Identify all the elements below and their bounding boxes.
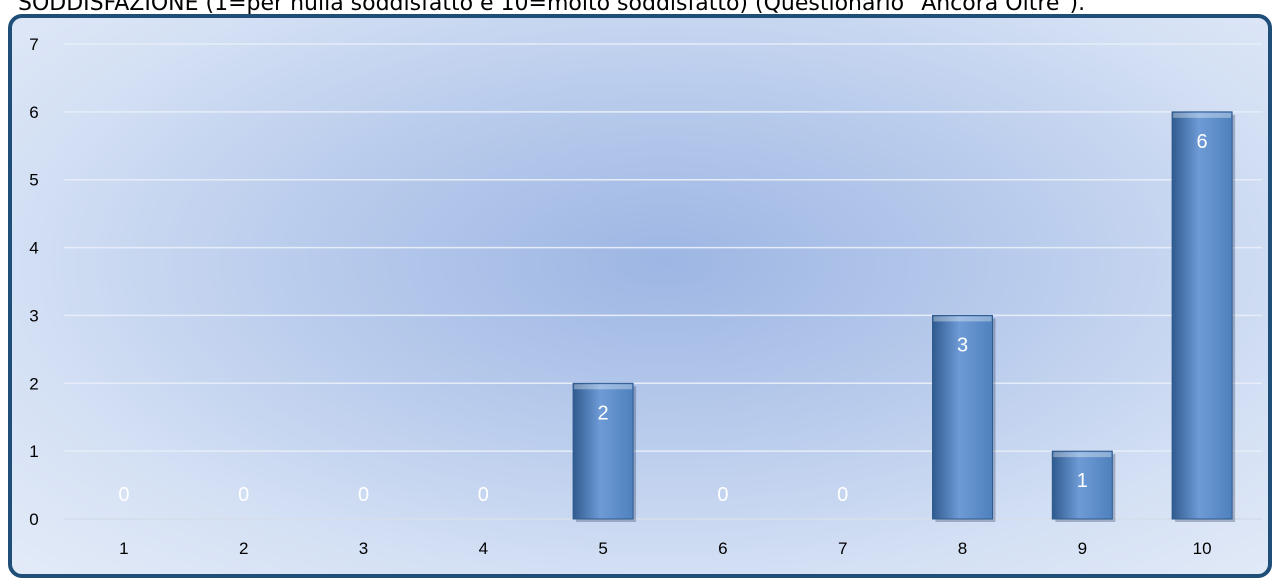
y-tick-label: 1: [29, 442, 38, 461]
data-label: 3: [957, 334, 968, 356]
y-tick-label: 0: [29, 510, 38, 529]
bar-body: [932, 314, 993, 520]
gridlines: [64, 43, 1262, 520]
bars: [572, 111, 1236, 522]
bar-body: [572, 382, 634, 520]
x-tick-label: 6: [718, 539, 727, 558]
data-label: 0: [358, 484, 369, 506]
data-label: 2: [598, 402, 609, 424]
bar-bevel: [574, 384, 633, 390]
x-tick-label: 4: [479, 539, 488, 558]
bar-chart: 0 1 2 3 4 5 6 7 1 2 3 4 5 6 7 8 9 10 0 0 0 0 2 0 0 3 1 6: [29, 35, 1262, 558]
x-tick-label: 5: [598, 539, 607, 558]
bar: [1051, 450, 1116, 522]
chart-frame: 0 1 2 3 4 5 6 7 1 2 3 4 5 6 7 8 9 10 0 0 0 0 2 0 0 3 1 6: [8, 14, 1272, 578]
x-tick-label: 7: [838, 539, 847, 558]
data-label: 0: [238, 484, 249, 506]
x-tick-label: 8: [958, 539, 967, 558]
x-tick-label: 10: [1193, 539, 1212, 558]
y-tick-label: 7: [29, 35, 38, 54]
x-tick-label: 1: [119, 539, 128, 558]
y-axis: 0 1 2 3 4 5 6 7: [29, 35, 38, 529]
data-label: 0: [837, 484, 848, 506]
y-tick-label: 3: [29, 306, 38, 325]
x-axis: 1 2 3 4 5 6 7 8 9 10: [119, 539, 1211, 558]
x-tick-label: 9: [1078, 539, 1087, 558]
x-tick-label: 2: [239, 539, 248, 558]
data-label: 6: [1197, 131, 1208, 153]
chart-title: SODDISFAZIONE (1=per nulla soddisfatto e…: [18, 0, 1086, 16]
y-tick-label: 2: [29, 374, 38, 393]
bar-body: [1051, 450, 1113, 520]
data-label: 1: [1077, 470, 1088, 492]
y-tick-label: 6: [29, 103, 38, 122]
bar: [572, 382, 637, 522]
data-label: 0: [118, 484, 129, 506]
y-tick-label: 4: [29, 239, 38, 258]
bar: [1171, 111, 1236, 522]
x-tick-label: 3: [359, 539, 368, 558]
data-label: 0: [478, 484, 489, 506]
bar-body: [1171, 111, 1233, 520]
bar-bevel: [933, 316, 992, 322]
y-tick-label: 5: [29, 171, 38, 190]
bar-bevel: [1173, 112, 1232, 118]
data-labels: 0 0 0 0 2 0 0 3 1 6: [118, 131, 1207, 506]
data-label: 0: [717, 484, 728, 506]
bar: [932, 314, 996, 522]
bar-bevel: [1053, 452, 1112, 458]
